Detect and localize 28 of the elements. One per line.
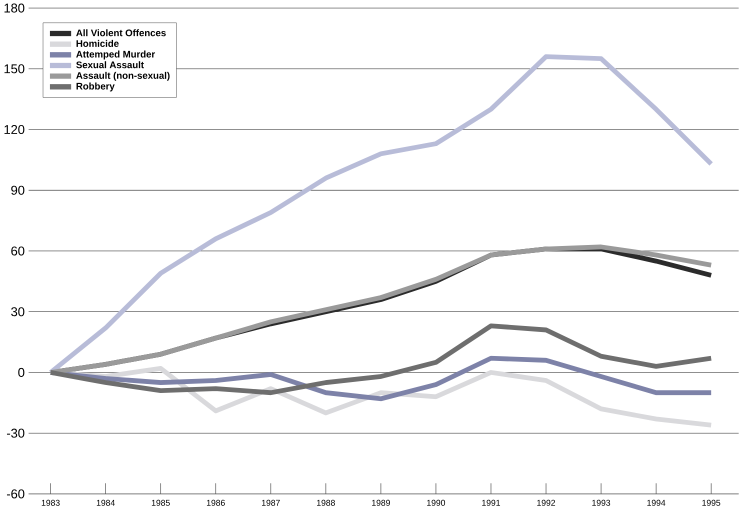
x-tick-label: 1994 [647, 500, 666, 506]
x-tick-label: 1991 [482, 500, 500, 506]
x-tick-label: 1987 [262, 500, 280, 506]
legend-label: Attemped Murder [76, 50, 156, 60]
y-tick-label: -30 [6, 428, 24, 438]
legend-label: Robbery [76, 82, 115, 92]
x-tick-label: 1989 [372, 500, 390, 506]
x-tick-label: 1988 [317, 500, 335, 506]
y-tick-label: 150 [4, 64, 24, 74]
y-tick-label: 120 [4, 124, 24, 134]
x-tick-label: 1990 [427, 500, 446, 506]
x-tick-label: 1983 [42, 500, 60, 506]
legend-label: Assault (non-sexual) [76, 72, 170, 81]
x-tick-label: 1985 [152, 500, 170, 506]
legend-label: Homicide [76, 40, 119, 47]
x-tick-label: 1984 [96, 500, 115, 506]
y-tick-label: 0 [18, 368, 24, 377]
y-tick-label: 90 [11, 186, 24, 195]
legend-label: Sexual Assault [76, 61, 144, 68]
x-tick-label: 1986 [206, 500, 225, 506]
y-tick-label: -60 [6, 489, 24, 498]
legend-label: All Violent Offences [76, 29, 166, 36]
x-tick-label: 1992 [537, 500, 556, 506]
x-tick-label: 1993 [592, 500, 610, 506]
y-tick-label: 60 [11, 246, 24, 256]
y-tick-label: 180 [4, 3, 24, 12]
y-tick-label: 30 [11, 307, 24, 316]
x-tick-label: 1995 [702, 500, 720, 506]
